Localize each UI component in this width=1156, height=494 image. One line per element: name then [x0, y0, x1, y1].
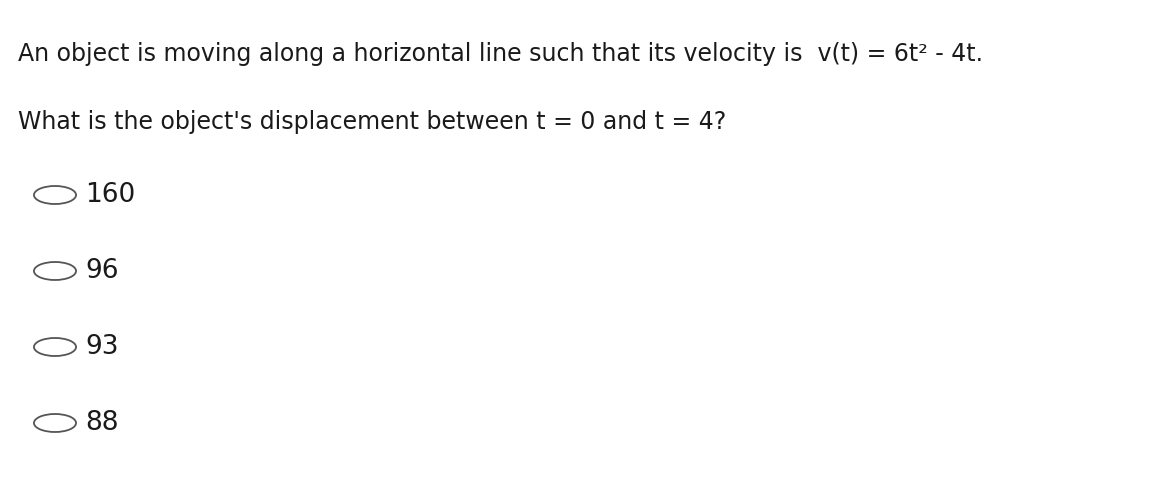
Text: What is the object's displacement between t = 0 and t = 4?: What is the object's displacement betwee…	[18, 110, 726, 134]
Text: 88: 88	[86, 410, 119, 436]
Text: 93: 93	[86, 334, 119, 360]
Ellipse shape	[34, 414, 76, 432]
Ellipse shape	[34, 186, 76, 204]
Ellipse shape	[34, 262, 76, 280]
Text: An object is moving along a horizontal line such that its velocity is  v(t) = 6t: An object is moving along a horizontal l…	[18, 42, 983, 66]
Ellipse shape	[34, 338, 76, 356]
Text: 160: 160	[86, 182, 135, 208]
Text: 96: 96	[86, 258, 119, 284]
